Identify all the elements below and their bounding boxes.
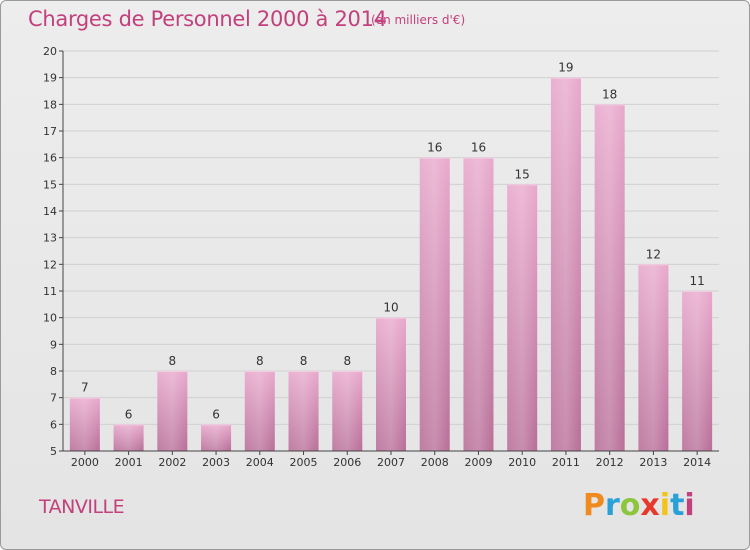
data-label: 8: [343, 354, 351, 368]
bar-sheen: [201, 424, 232, 451]
bar-sheen: [507, 184, 538, 452]
x-tick-label: 2009: [464, 456, 492, 469]
labels-layer: 7 6 8 6 8 8 8 10 16 16 15 19 18 12 11: [81, 61, 705, 422]
x-tick-label: 2001: [115, 456, 143, 469]
x-tick-label: 2007: [377, 456, 405, 469]
x-tick-label: 2012: [596, 456, 624, 469]
axis-layer: 5 6 7 8 9 10 11 12 13 14 15 16 17 18 19 20 2000 2001 2002 2…: [43, 45, 719, 469]
y-tick-label: 17: [43, 125, 57, 138]
proxiti-logo: Proxiti: [583, 488, 695, 523]
bar-sheen: [419, 157, 450, 451]
logo-letter: i: [659, 488, 671, 523]
data-label: 6: [212, 407, 220, 421]
y-tick-label: 16: [43, 152, 57, 165]
x-tick-label: 2006: [333, 456, 361, 469]
x-tick-label: 2010: [508, 456, 536, 469]
data-label: 15: [515, 167, 530, 181]
bar-sheen: [463, 157, 494, 451]
chart-subtitle: (en milliers d'€): [371, 13, 466, 27]
bar-sheen: [157, 371, 188, 451]
data-label: 8: [300, 354, 308, 368]
logo-letter: x: [640, 488, 660, 523]
y-tick-label: 5: [50, 445, 57, 458]
x-tick-label: 2003: [202, 456, 230, 469]
y-tick-label: 13: [43, 232, 57, 245]
y-tick-label: 18: [43, 98, 57, 111]
data-label: 19: [558, 61, 573, 75]
data-label: 16: [427, 141, 442, 155]
y-tick-label: 11: [43, 285, 57, 298]
x-tick-label: 2014: [683, 456, 711, 469]
y-tick-label: 15: [43, 178, 57, 191]
y-tick-label: 6: [50, 418, 57, 431]
data-label: 10: [383, 301, 398, 315]
y-tick-label: 12: [43, 258, 57, 271]
y-tick-label: 9: [50, 338, 57, 351]
chart-title: Charges de Personnel 2000 à 2014: [28, 7, 387, 31]
bar-sheen: [682, 291, 713, 451]
bars-layer: [69, 77, 713, 452]
data-label: 18: [602, 87, 617, 101]
data-label: 12: [646, 247, 661, 261]
logo-letter: i: [684, 488, 695, 523]
data-label: 8: [169, 354, 177, 368]
y-tick-label: 7: [50, 392, 57, 405]
y-tick-label: 10: [43, 312, 57, 325]
bar-sheen: [376, 317, 406, 451]
data-label: 16: [471, 141, 486, 155]
x-tick-label: 2002: [158, 456, 186, 469]
y-tick-label: 8: [50, 365, 57, 378]
bar-sheen: [332, 371, 363, 451]
logo-letter: t: [670, 488, 685, 523]
place-name: TANVILLE: [39, 496, 125, 518]
y-tick-label: 20: [43, 45, 57, 58]
bar-sheen: [113, 424, 144, 451]
bar-sheen: [550, 77, 581, 452]
x-tick-label: 2008: [421, 456, 449, 469]
data-label: 11: [689, 274, 704, 288]
bar-sheen: [594, 104, 625, 451]
bar-sheen: [69, 397, 100, 451]
logo-letter: o: [619, 488, 641, 523]
bar-sheen: [288, 371, 319, 451]
logo-letter: r: [605, 488, 620, 523]
data-label: 7: [81, 381, 89, 395]
x-tick-label: 2004: [246, 456, 274, 469]
x-tick-label: 2005: [290, 456, 318, 469]
bar-sheen: [638, 264, 669, 451]
logo-letter: P: [583, 488, 605, 523]
x-tick-label: 2013: [639, 456, 667, 469]
bar-sheen: [244, 371, 275, 451]
y-tick-label: 19: [43, 72, 57, 85]
y-tick-label: 14: [43, 205, 57, 218]
data-label: 8: [256, 354, 264, 368]
x-tick-label: 2000: [71, 456, 99, 469]
data-label: 6: [125, 407, 133, 421]
x-tick-label: 2011: [552, 456, 580, 469]
